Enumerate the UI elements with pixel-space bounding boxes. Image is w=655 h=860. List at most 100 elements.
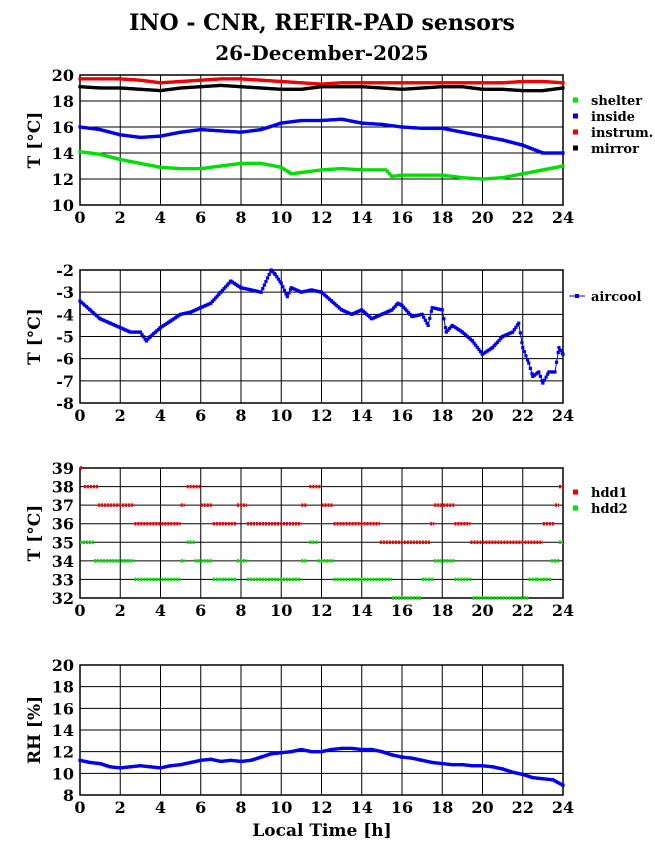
data-point <box>140 87 144 92</box>
data-point <box>289 120 293 124</box>
data-point <box>532 147 536 152</box>
data-point <box>301 290 305 294</box>
data-point <box>413 126 417 130</box>
series-shelter <box>78 150 565 181</box>
data-point <box>366 313 370 318</box>
data-point <box>391 81 395 85</box>
data-point <box>555 165 559 169</box>
data-point <box>361 81 365 85</box>
data-point <box>396 301 400 305</box>
data-point <box>250 85 254 90</box>
data-point <box>538 150 543 154</box>
data-point <box>118 86 122 90</box>
data-point <box>334 167 338 171</box>
data-point <box>96 127 100 131</box>
data-point <box>501 138 505 142</box>
data-point <box>462 176 466 180</box>
data-point <box>391 306 396 310</box>
data-point <box>425 321 429 325</box>
data-point <box>383 311 387 315</box>
data-point <box>284 750 288 754</box>
data-point <box>93 761 97 765</box>
data-point <box>512 80 516 84</box>
data-point <box>295 119 299 123</box>
data-point <box>472 81 476 85</box>
data-point <box>383 86 387 90</box>
data-point <box>200 78 204 82</box>
data-point <box>188 85 192 89</box>
data-point <box>422 126 426 130</box>
data-point <box>524 354 528 358</box>
data-point <box>482 177 486 181</box>
data-point <box>145 88 149 92</box>
data-point <box>450 174 454 178</box>
data-point <box>476 177 481 181</box>
data-point <box>331 81 335 85</box>
data-point <box>467 763 471 767</box>
data-point <box>290 80 295 84</box>
data-point <box>484 135 488 139</box>
data-point <box>554 360 559 364</box>
data-point <box>175 80 179 84</box>
data-point <box>247 77 251 82</box>
data-point <box>323 168 327 172</box>
data-point <box>324 82 328 86</box>
y-tick-label: 18 <box>52 92 74 111</box>
data-point <box>208 77 213 82</box>
data-point <box>475 177 479 181</box>
data-point <box>136 78 140 82</box>
data-point <box>118 133 122 137</box>
data-point <box>170 166 174 170</box>
data-point <box>301 170 305 174</box>
data-point <box>498 87 502 91</box>
data-point <box>408 87 412 91</box>
data-point <box>433 85 437 89</box>
data-point <box>440 173 444 177</box>
data-point <box>519 772 523 776</box>
data-point <box>480 352 485 356</box>
data-point <box>478 349 483 354</box>
data-point <box>501 176 505 180</box>
data-point <box>331 118 335 122</box>
data-point <box>488 176 493 181</box>
y-tick-label: 16 <box>52 118 74 137</box>
data-point <box>336 167 340 171</box>
data-point <box>331 300 335 305</box>
data-point <box>197 759 201 763</box>
data-point <box>219 164 223 168</box>
data-point <box>140 162 144 166</box>
data-point <box>504 87 508 92</box>
data-point <box>151 80 155 84</box>
data-point <box>306 118 310 123</box>
data-point <box>472 86 476 90</box>
data-point <box>294 171 298 175</box>
series-hdd2 <box>80 540 563 600</box>
data-point <box>406 310 411 315</box>
data-point <box>114 77 118 81</box>
data-point <box>433 126 437 130</box>
data-point <box>555 87 559 91</box>
data-point <box>340 81 344 85</box>
data-point <box>402 173 406 177</box>
data-point <box>135 330 139 334</box>
data-point <box>78 150 82 154</box>
data-point <box>369 122 374 126</box>
data-point <box>216 164 221 168</box>
y-tick-label: -5 <box>56 328 74 347</box>
data-point <box>313 289 317 293</box>
data-point <box>163 322 167 327</box>
data-point <box>423 86 427 90</box>
data-point <box>397 302 402 306</box>
data-point <box>290 87 295 91</box>
data-point <box>462 763 466 767</box>
data-point <box>356 81 360 85</box>
data-point <box>435 81 439 85</box>
data-point <box>354 310 359 314</box>
data-point <box>89 77 93 81</box>
data-point <box>203 758 208 762</box>
data-point <box>126 77 130 82</box>
data-point <box>277 87 281 91</box>
data-point <box>150 765 154 769</box>
data-point <box>484 87 488 91</box>
data-point <box>232 281 236 285</box>
